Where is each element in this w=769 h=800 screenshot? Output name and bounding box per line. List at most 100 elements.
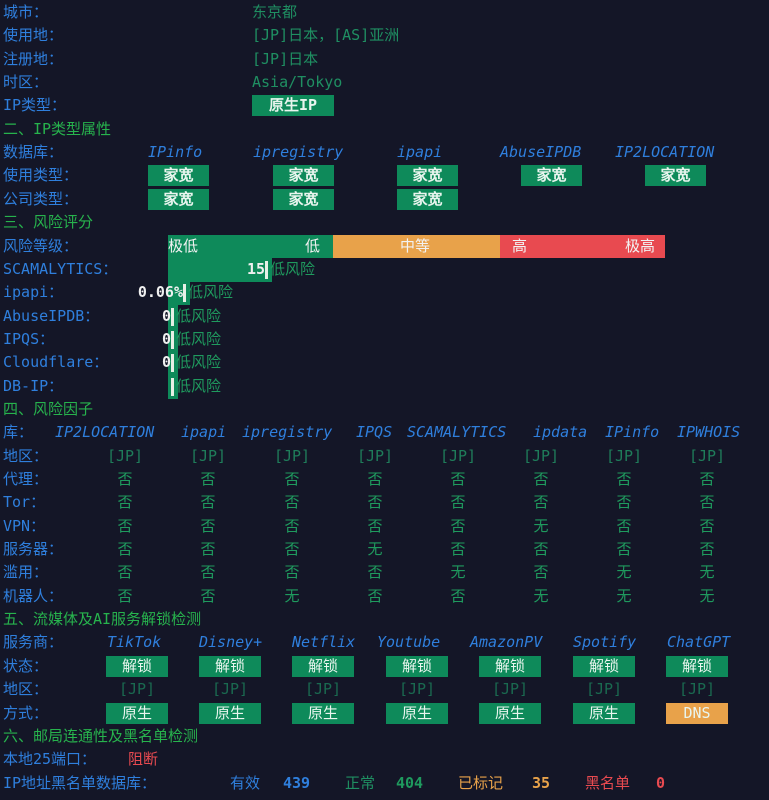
unlock-status-badge: 解锁 bbox=[199, 655, 261, 677]
row-label: 地区： bbox=[3, 680, 49, 699]
score-source: ipapi： bbox=[3, 283, 64, 302]
factor-value: 否 bbox=[450, 493, 466, 512]
blacklist-normal-label: 正常 bbox=[345, 773, 376, 792]
risk-factor-row: 机器人： 否 否 无 否 否 无 无 无 bbox=[0, 585, 769, 608]
score-source: IPQS： bbox=[3, 329, 55, 348]
service-region: [JP] bbox=[585, 680, 623, 699]
unlock-method-badge: 原生 bbox=[199, 702, 261, 724]
factor-value: 无 bbox=[284, 586, 300, 605]
service-region: [JP] bbox=[678, 680, 716, 699]
row-label: 本地25端口： bbox=[3, 750, 97, 769]
risk-segment bbox=[333, 234, 500, 258]
factor-value: 否 bbox=[200, 470, 216, 488]
unlock-status-badge: 解锁 bbox=[292, 655, 354, 677]
info-value: [JP]日本 bbox=[252, 49, 319, 68]
factor-value: 否 bbox=[699, 516, 715, 535]
factor-value: 无 bbox=[699, 563, 715, 582]
blacklist-marked: 35 bbox=[532, 773, 551, 792]
risk-factor-row: 服务器： 否 否 否 无 否 否 否 否 bbox=[0, 538, 769, 561]
risk-level-label: 高 bbox=[512, 236, 528, 255]
factor-value: 否 bbox=[533, 470, 549, 488]
usage-badge: 家宽 bbox=[273, 165, 334, 187]
info-value: Asia/Tokyo bbox=[252, 73, 343, 92]
row-label: 滥用： bbox=[3, 563, 49, 582]
risk-level-label: 极高 bbox=[625, 236, 656, 255]
factor-value: 否 bbox=[450, 470, 466, 488]
blacklist-marked-label: 已标记 bbox=[458, 773, 504, 792]
db-name: IPinfo bbox=[605, 423, 660, 442]
score-marker bbox=[171, 307, 174, 326]
factor-value: 否 bbox=[117, 516, 133, 535]
service-region: [JP] bbox=[398, 680, 436, 699]
factor-value: 否 bbox=[367, 516, 383, 535]
factor-value: 无 bbox=[533, 586, 549, 605]
usage-badge: 家宽 bbox=[397, 165, 458, 187]
info-value: 东京都 bbox=[252, 3, 298, 21]
risk-level-row: 风险等级： 极低 低 中等 高 极高 bbox=[0, 234, 769, 258]
factor-value: 否 bbox=[117, 470, 133, 488]
factor-value: 否 bbox=[117, 540, 133, 559]
factor-value: 否 bbox=[367, 470, 383, 488]
company-row: 公司类型： 家宽 家宽 家宽 bbox=[0, 188, 769, 211]
factor-value: [JP] bbox=[688, 446, 726, 465]
row-label: 风险等级： bbox=[3, 236, 79, 255]
factor-value: 否 bbox=[699, 540, 715, 559]
db-name: ipdata bbox=[533, 423, 588, 442]
row-label: 机器人： bbox=[3, 586, 64, 605]
info-row: 城市： 东京都 bbox=[0, 1, 769, 24]
method-row: 方式： 原生 原生 原生 原生 原生 原生 DNS bbox=[0, 702, 769, 725]
service-name: Youtube bbox=[377, 633, 441, 652]
factor-value: 否 bbox=[450, 540, 466, 559]
factor-value: 否 bbox=[450, 586, 466, 605]
factor-value: 否 bbox=[616, 493, 632, 512]
unlock-status-badge: 解锁 bbox=[106, 655, 168, 677]
factor-value: 否 bbox=[200, 493, 216, 512]
section-header: 五、流媒体及AI服务解锁检测 bbox=[0, 608, 769, 631]
db-name: ipapi bbox=[181, 423, 227, 442]
score-value: 0.06% bbox=[137, 283, 183, 302]
blacklist-valid: 439 bbox=[283, 773, 311, 792]
risk-level-label: 中等 bbox=[400, 236, 431, 255]
risk-factor-row: 地区： [JP] [JP] [JP] [JP] [JP] [JP] [JP] [JP] bbox=[0, 445, 769, 468]
row-label: 服务器： bbox=[3, 540, 64, 559]
factor-value: 否 bbox=[367, 586, 383, 605]
db-name: AbuseIPDB bbox=[500, 143, 582, 162]
factor-value: 否 bbox=[117, 493, 133, 512]
factor-value: 否 bbox=[367, 493, 383, 512]
factor-value: 否 bbox=[533, 540, 549, 559]
row-label: 公司类型： bbox=[3, 189, 79, 208]
db-name: SCAMALYTICS bbox=[407, 423, 507, 442]
score-marker bbox=[171, 377, 174, 396]
score-verdict: 低风险 bbox=[176, 376, 222, 395]
unlock-method-badge: 原生 bbox=[386, 702, 448, 724]
section-header: 三、风险评分 bbox=[0, 211, 769, 234]
score-verdict: 低风险 bbox=[188, 283, 234, 302]
info-row: 时区： Asia/Tokyo bbox=[0, 71, 769, 94]
score-fill bbox=[168, 257, 272, 282]
info-label: IP类型： bbox=[3, 96, 67, 115]
factor-value: [JP] bbox=[106, 446, 144, 465]
risk-factor-row: 代理： 否 否 否 否 否 否 否 否 bbox=[0, 468, 769, 491]
row-label: 使用类型： bbox=[3, 166, 79, 185]
service-name: ChatGPT bbox=[667, 633, 731, 652]
unlock-method-badge: DNS bbox=[666, 702, 728, 724]
info-value: [JP]日本，[AS]亚洲 bbox=[252, 26, 400, 45]
risk-score-row: AbuseIPDB： 0 低风险 bbox=[0, 304, 769, 329]
row-label: 数据库： bbox=[3, 143, 64, 162]
factor-value: 否 bbox=[200, 563, 216, 582]
db-name: ipregistry bbox=[253, 143, 344, 162]
factor-value: 否 bbox=[117, 586, 133, 605]
provider-row: 服务商： TikTok Disney+ Netflix Youtube AmazonPV S… bbox=[0, 631, 769, 654]
info-label: 城市： bbox=[3, 3, 49, 21]
factor-value: 否 bbox=[367, 563, 383, 582]
unlock-status-badge: 解锁 bbox=[479, 655, 541, 677]
unlock-method-badge: 原生 bbox=[292, 702, 354, 724]
usage-badge: 家宽 bbox=[521, 165, 582, 187]
factor-value: 否 bbox=[699, 493, 715, 512]
unlock-status-badge: 解锁 bbox=[386, 655, 448, 677]
section-title: 四、风险因子 bbox=[3, 399, 94, 418]
row-label: 状态： bbox=[3, 656, 49, 675]
risk-segment bbox=[500, 234, 665, 258]
factor-value: 否 bbox=[616, 470, 632, 488]
db-name: IP2LOCATION bbox=[615, 143, 715, 162]
